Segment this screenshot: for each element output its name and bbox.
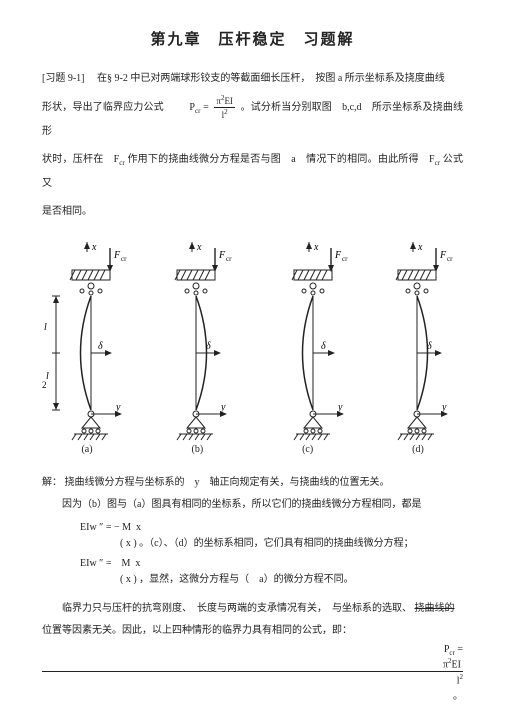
delta-label: δ [98,341,103,352]
fig-caption-a: (a) [81,444,92,455]
frac-pi2ei-l2: π2EI l2 [214,95,235,120]
problem-statement: [习题 9-1] 在§ 9-2 中已对两端球形铰支的等截面细长压杆， 按图 a … [42,67,463,91]
solution-tail: 临界力只与压杆的抗弯刚度、 长度与两端的支承情况有关， 与坐标系的选取、 挠曲线… [42,598,463,642]
formula-pcr: Pcr = π2EI l2 [187,102,241,113]
dim-l-lower: l [46,371,49,382]
sub-fcr1: cr [119,159,124,167]
problem-text-2: 形状，导出了临界应力公式 [42,102,164,113]
svg-text:F: F [334,250,342,261]
fcr-label: F [113,250,121,261]
svg-text:x: x [417,242,423,253]
fin-ei: EI [452,659,461,670]
problem-line-4: 是否相同。 [42,200,463,224]
sym-cr: cr [195,107,200,115]
problem-text-4: 状时，压杆在 F [42,154,119,165]
solution-head: 解： [42,477,62,488]
eq2-op: ″ = M [99,558,130,569]
figure-b: x Fcr δ y [152,242,242,460]
svg-text:y: y [441,402,447,413]
sub-fcr2: cr [435,159,440,167]
svg-text:cr: cr [342,255,348,263]
figure-d: x Fcr δ y [373,242,463,460]
svg-text:y: y [220,402,226,413]
page: 第九章 压杆稳定 习题解 [习题 9-1] 在§ 9-2 中已对两端球形铰支的等… [0,0,505,714]
eq2-xpar: ( x ) [120,574,137,585]
eq1-xpar: ( x ) [120,538,137,549]
figure-a: x F cr δ [42,242,132,460]
problem-line-3: 状时，压杆在 Fcr 作用下的挠曲线微分方程是否与图 a 情况下的相同。由此所得… [42,148,463,196]
svg-text:cr: cr [226,255,232,263]
svg-text:cr: cr [447,255,453,263]
solution-s1: 挠曲线微分方程与坐标系的 y 轴正向规定有关，与挠曲线的位置无关。 [65,477,390,488]
svg-text:δ: δ [321,341,326,352]
solution-s5b: 挠曲线的 [415,603,455,614]
svg-text:x: x [196,242,202,253]
svg-text:δ: δ [206,341,211,352]
bottom-support-icon [72,411,108,440]
eq1-op: ″ = − M [99,522,131,533]
svg-text:F: F [218,250,226,261]
top-support-icon [70,270,110,295]
solution-s3: 。（c）、（d）的坐标系相同，它们具有相同的挠曲线微分方程； [139,538,413,549]
svg-text:δ: δ [427,341,432,352]
fig-caption-b: (b) [191,444,203,455]
svg-text:x: x [313,242,319,253]
sym-2b: 2 [224,108,228,116]
axis-x-label: x [91,242,97,253]
solution-block: 解： 挠曲线微分方程与坐标系的 y 轴正向规定有关，与挠曲线的位置无关。 因为（… [42,472,463,516]
solution-s5: 临界力只与压杆的抗弯刚度、 长度与两端的支承情况有关， 与坐标系的选取、 [62,603,412,614]
svg-text:y: y [337,402,343,413]
fig-caption-d: (d) [412,444,424,455]
problem-text-1: 在§ 9-2 中已对两端球形铰支的等截面细长压杆， 按图 a 所示坐标系及挠度曲… [97,73,445,84]
equation-1: EIw ″ = − M x ( x ) 。（c）、（d）的坐标系相同，它们具有相… [80,520,463,552]
svg-text:F: F [439,250,447,261]
figure-c: x Fcr δ y [263,242,353,460]
fin-cr: cr [449,649,454,657]
deflection-curve [81,296,92,410]
dim-l-upper: l [44,322,47,333]
solution-s6: 位置等因素无关。因此，以上四种情形的临界力具有相同的公式，即： [42,625,352,636]
problem-text-7: 是否相同。 [42,206,92,217]
sym-ei: EI [224,96,233,106]
fin-2b: 2 [460,673,464,681]
equation-2: EIw ″ = M x ( x ) ，显然，这微分方程与（ a）的微分方程不同。 [80,556,463,588]
chapter-title: 第九章 压杆稳定 习题解 [42,28,463,49]
axis-y-label: y [115,402,121,413]
eq2-lhs: EIw [80,558,97,569]
figure-row: x F cr δ [42,242,463,460]
solution-s2: 因为（b）图与（a）图具有相同的坐标系，所以它们的挠曲线微分方程相同，都是 [62,499,421,510]
problem-text-5: 作用下的挠曲线微分方程是否与图 a 情况下的相同。由此所得 F [127,154,434,165]
problem-line-2: 形状，导出了临界应力公式 Pcr = π2EI l2 。试分析当分别取图 b,c… [42,95,463,144]
eq1-lhs: EIw [80,522,97,533]
problem-label: [习题 9-1] [42,73,85,84]
fcr-sub: cr [121,255,127,263]
solution-s4: ，显然，这微分方程与（ a）的微分方程不同。 [139,574,353,585]
final-formula: Pcr = π2EI l2 。 [42,644,463,702]
fig-caption-c: (c) [302,444,313,455]
